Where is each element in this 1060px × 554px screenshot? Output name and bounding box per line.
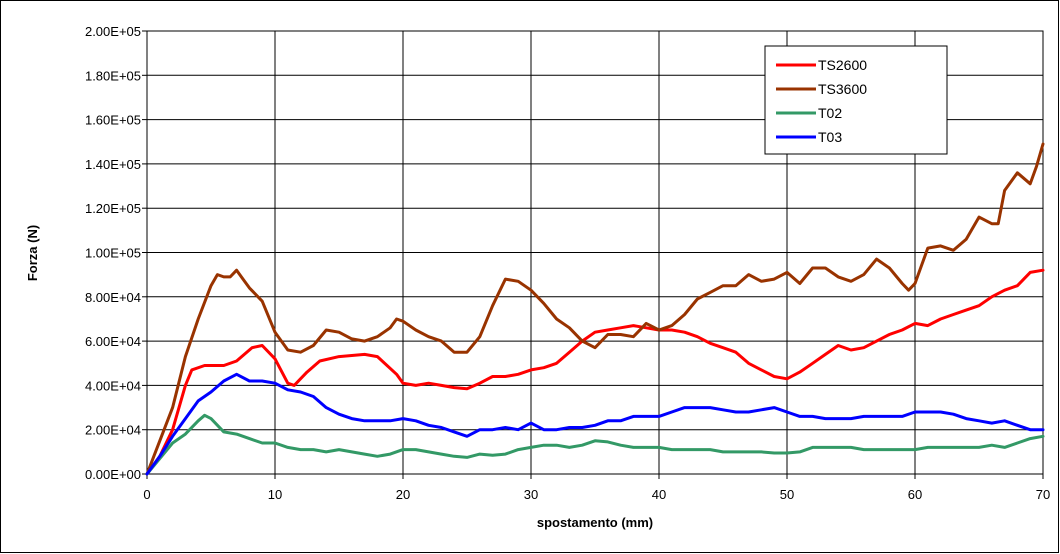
y-tick-label: 1.20E+05 bbox=[85, 201, 141, 216]
legend-label-ts2600: TS2600 bbox=[818, 57, 867, 73]
series-line-t02 bbox=[145, 413, 1045, 476]
y-tick-label: 1.00E+05 bbox=[85, 246, 141, 261]
y-tick-label: 8.00E+04 bbox=[85, 290, 141, 305]
series-line-ts2600 bbox=[145, 268, 1045, 476]
y-tick-label: 2.00E+05 bbox=[85, 24, 141, 39]
x-tick-label: 60 bbox=[908, 487, 922, 502]
x-tick-label: 40 bbox=[652, 487, 666, 502]
series-line-t03 bbox=[145, 372, 1045, 476]
x-tick-label: 70 bbox=[1036, 487, 1050, 502]
x-axis-title: spostamento (mm) bbox=[537, 515, 653, 530]
x-tick-label: 20 bbox=[396, 487, 410, 502]
y-tick-label: 1.40E+05 bbox=[85, 157, 141, 172]
x-axis-tick-labels: 0 10 20 30 40 50 60 70 bbox=[143, 487, 1050, 502]
legend: TS2600 TS3600 T02 T03 bbox=[764, 45, 948, 155]
x-tick-label: 10 bbox=[268, 487, 282, 502]
y-axis-title: Forza (N) bbox=[25, 225, 40, 281]
y-tick-label: 1.60E+05 bbox=[85, 113, 141, 128]
x-tick-label: 0 bbox=[143, 487, 150, 502]
y-axis-tick-labels: 0.00E+00 2.00E+04 4.00E+04 6.00E+04 8.00E+04… bbox=[85, 24, 141, 482]
y-tick-label: 1.80E+05 bbox=[85, 68, 141, 83]
legend-label-t03: T03 bbox=[818, 129, 842, 145]
y-tick-label: 6.00E+04 bbox=[85, 334, 141, 349]
y-tick-label: 4.00E+04 bbox=[85, 378, 141, 393]
x-tick-label: 50 bbox=[780, 487, 794, 502]
y-tick-label: 0.00E+00 bbox=[85, 467, 141, 482]
series-line-ts3600 bbox=[145, 142, 1045, 476]
legend-label-ts3600: TS3600 bbox=[818, 81, 867, 97]
series-lines bbox=[145, 142, 1045, 476]
legend-label-t02: T02 bbox=[818, 105, 842, 121]
y-tick-label: 2.00E+04 bbox=[85, 423, 141, 438]
x-tick-label: 30 bbox=[524, 487, 538, 502]
